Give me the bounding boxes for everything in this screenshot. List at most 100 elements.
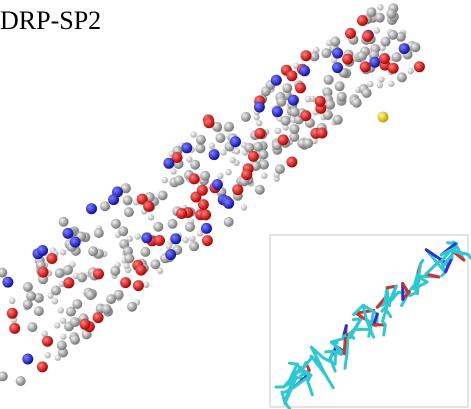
atom: [93, 228, 104, 238]
atom: [287, 94, 299, 106]
atom: [154, 235, 165, 246]
atom: [72, 299, 83, 309]
bond: [424, 257, 444, 276]
atom: [56, 340, 67, 351]
atom: [167, 218, 178, 229]
atom: [134, 233, 141, 240]
atom: [299, 65, 311, 77]
atom: [63, 277, 75, 289]
atom: [153, 221, 164, 232]
atom: [286, 70, 298, 82]
atom: [41, 330, 48, 337]
atom: [321, 48, 332, 59]
bond: [345, 335, 350, 356]
atom: [54, 268, 65, 279]
atom: [58, 216, 69, 227]
atom: [332, 47, 344, 59]
atom: [407, 67, 414, 75]
atom: [374, 12, 385, 23]
atom: [282, 83, 293, 94]
atom: [240, 111, 251, 122]
atom: [396, 72, 407, 83]
atom: [46, 253, 58, 264]
figure-title: DRP-SP2: [0, 6, 102, 35]
atom: [79, 318, 91, 330]
atom: [387, 62, 399, 74]
ball-model: [0, 3, 425, 386]
atom: [254, 127, 266, 139]
atom: [106, 294, 117, 305]
atom: [88, 246, 99, 257]
atom: [305, 96, 312, 103]
atom: [361, 88, 372, 98]
atom: [37, 245, 49, 256]
atom: [0, 267, 8, 278]
atom: [201, 222, 212, 234]
atom: [101, 304, 112, 315]
atom: [33, 306, 44, 317]
atom: [118, 226, 129, 237]
atom: [126, 235, 133, 242]
atom: [303, 138, 314, 149]
atom: [182, 236, 189, 244]
atom: [195, 134, 206, 145]
atom: [232, 184, 244, 196]
atom: [377, 4, 384, 11]
atom: [196, 230, 204, 237]
atom: [163, 157, 175, 169]
atom: [190, 159, 201, 170]
atom: [85, 290, 96, 301]
atom: [15, 376, 26, 386]
atom: [203, 117, 215, 129]
atom: [170, 233, 182, 245]
atom: [379, 44, 386, 52]
bond: [369, 308, 376, 331]
side-chain: [382, 323, 387, 337]
atom: [224, 121, 234, 132]
atom: [282, 124, 289, 131]
atom: [254, 184, 265, 195]
atom: [122, 195, 133, 206]
atom: [225, 169, 232, 176]
side-chain: [466, 252, 471, 261]
atom: [247, 150, 259, 162]
atom: [369, 56, 381, 68]
atom: [57, 307, 64, 314]
atom: [69, 236, 81, 248]
atom: [69, 317, 80, 328]
atom: [110, 265, 121, 276]
atom: [54, 322, 61, 329]
atom: [244, 142, 255, 153]
atom: [345, 27, 356, 39]
atom: [9, 322, 21, 334]
atom: [300, 110, 312, 122]
atom: [37, 266, 49, 278]
bond: [387, 291, 400, 305]
atom: [356, 51, 367, 62]
side-chain: [415, 274, 420, 289]
atom: [165, 249, 177, 260]
atom: [190, 191, 202, 203]
atom: [220, 149, 227, 156]
atom: [200, 209, 212, 221]
atom: [334, 81, 345, 92]
atom: [362, 30, 374, 42]
atom: [157, 190, 168, 201]
atom: [26, 291, 37, 301]
atom: [271, 106, 283, 118]
atom: [260, 86, 271, 97]
side-chain: [385, 286, 390, 303]
bond: [361, 303, 379, 316]
atom: [120, 277, 132, 289]
atom: [277, 134, 289, 146]
atom: [190, 131, 197, 138]
atom: [322, 110, 333, 120]
atom: [367, 80, 374, 88]
atom: [223, 216, 234, 227]
side-chain: [283, 385, 296, 394]
atom: [211, 179, 223, 190]
atom: [289, 107, 300, 117]
atom: [314, 95, 326, 107]
